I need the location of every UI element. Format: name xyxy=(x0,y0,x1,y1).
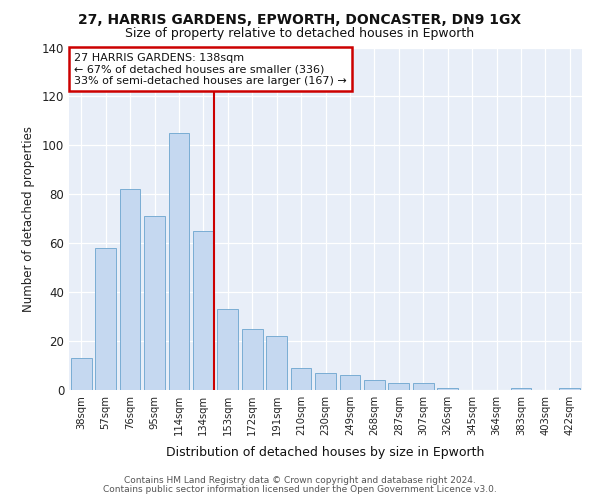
Text: 27 HARRIS GARDENS: 138sqm
← 67% of detached houses are smaller (336)
33% of semi: 27 HARRIS GARDENS: 138sqm ← 67% of detac… xyxy=(74,52,347,86)
Y-axis label: Number of detached properties: Number of detached properties xyxy=(22,126,35,312)
Bar xyxy=(95,248,116,390)
Text: Size of property relative to detached houses in Epworth: Size of property relative to detached ho… xyxy=(125,28,475,40)
Bar xyxy=(315,373,336,390)
Text: Contains HM Land Registry data © Crown copyright and database right 2024.: Contains HM Land Registry data © Crown c… xyxy=(124,476,476,485)
Bar xyxy=(242,329,263,390)
Bar xyxy=(144,216,165,390)
Bar xyxy=(388,382,409,390)
Bar xyxy=(266,336,287,390)
Bar xyxy=(559,388,580,390)
Text: 27, HARRIS GARDENS, EPWORTH, DONCASTER, DN9 1GX: 27, HARRIS GARDENS, EPWORTH, DONCASTER, … xyxy=(79,12,521,26)
X-axis label: Distribution of detached houses by size in Epworth: Distribution of detached houses by size … xyxy=(166,446,485,460)
Bar xyxy=(217,310,238,390)
Bar xyxy=(413,382,434,390)
Bar xyxy=(437,388,458,390)
Bar xyxy=(169,133,190,390)
Bar xyxy=(290,368,311,390)
Bar xyxy=(193,231,214,390)
Bar xyxy=(119,190,140,390)
Bar xyxy=(340,376,361,390)
Bar xyxy=(511,388,532,390)
Text: Contains public sector information licensed under the Open Government Licence v3: Contains public sector information licen… xyxy=(103,485,497,494)
Bar xyxy=(364,380,385,390)
Bar xyxy=(71,358,92,390)
